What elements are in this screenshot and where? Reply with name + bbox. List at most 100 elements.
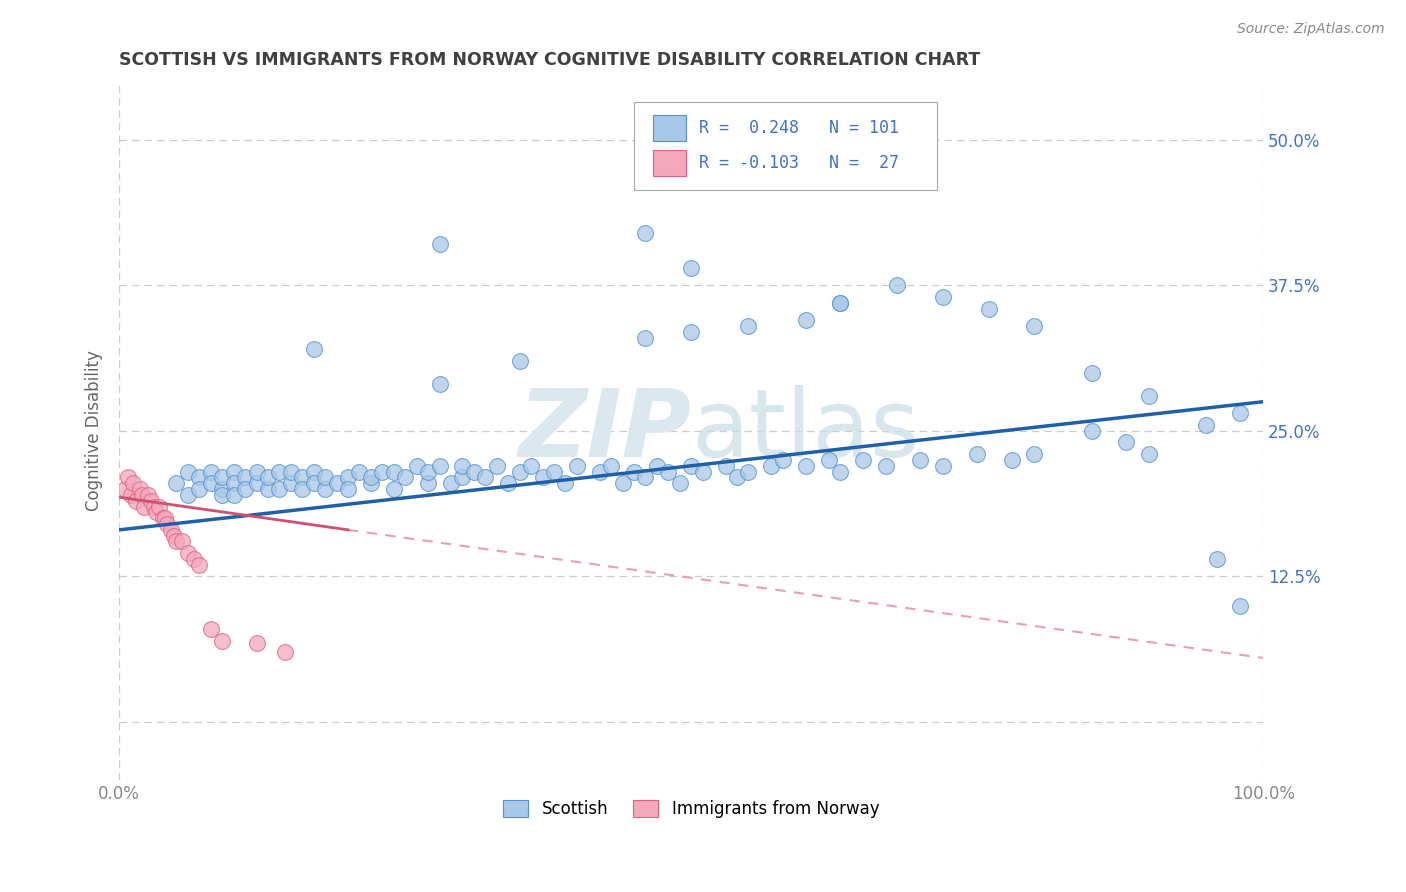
Point xyxy=(120,488,142,502)
Point xyxy=(737,318,759,333)
Bar xyxy=(654,115,686,142)
Point xyxy=(600,458,623,473)
Point xyxy=(177,465,200,479)
Point xyxy=(794,313,817,327)
Point xyxy=(451,470,474,484)
Point xyxy=(211,482,233,496)
Point xyxy=(474,470,496,484)
Point xyxy=(817,453,839,467)
Point xyxy=(211,470,233,484)
Point xyxy=(274,645,297,659)
Point xyxy=(485,458,508,473)
Point xyxy=(141,493,163,508)
Point xyxy=(634,331,657,345)
Point xyxy=(405,458,427,473)
Point xyxy=(977,301,1000,316)
Point xyxy=(681,325,703,339)
Point xyxy=(166,534,188,549)
Point xyxy=(125,493,148,508)
Point xyxy=(1024,318,1046,333)
Point xyxy=(612,476,634,491)
Point xyxy=(737,465,759,479)
Point xyxy=(172,534,194,549)
Point xyxy=(153,511,176,525)
Point xyxy=(634,226,657,240)
Point xyxy=(302,343,325,357)
Point xyxy=(681,260,703,275)
Text: Source: ZipAtlas.com: Source: ZipAtlas.com xyxy=(1237,22,1385,37)
Point xyxy=(188,470,211,484)
Point xyxy=(269,465,291,479)
Point xyxy=(222,488,245,502)
Point xyxy=(725,470,748,484)
Point xyxy=(692,465,714,479)
Point xyxy=(371,465,394,479)
Point xyxy=(148,500,170,514)
Point xyxy=(302,476,325,491)
Point xyxy=(531,470,554,484)
Point xyxy=(761,458,783,473)
Point xyxy=(429,237,451,252)
Point xyxy=(177,546,200,560)
Point xyxy=(554,476,576,491)
Legend: Scottish, Immigrants from Norway: Scottish, Immigrants from Norway xyxy=(496,793,886,824)
Point xyxy=(1229,599,1251,613)
Point xyxy=(128,482,150,496)
Point xyxy=(451,458,474,473)
Point xyxy=(681,458,703,473)
Point xyxy=(496,476,519,491)
Point xyxy=(509,354,531,368)
Point xyxy=(932,458,955,473)
Point xyxy=(200,622,222,636)
Point xyxy=(657,465,679,479)
Point xyxy=(589,465,612,479)
Point xyxy=(828,465,851,479)
Point xyxy=(794,458,817,473)
Point xyxy=(1195,417,1218,432)
Point xyxy=(200,476,222,491)
Point xyxy=(177,488,200,502)
Point xyxy=(360,476,382,491)
Point xyxy=(211,633,233,648)
Point xyxy=(233,470,256,484)
Point xyxy=(131,488,153,502)
Point xyxy=(1024,447,1046,461)
Point xyxy=(145,505,167,519)
Point xyxy=(520,458,543,473)
Point xyxy=(440,476,463,491)
Point xyxy=(418,476,440,491)
Point xyxy=(565,458,588,473)
Point xyxy=(908,453,931,467)
Point xyxy=(325,476,347,491)
Text: R = -0.103   N =  27: R = -0.103 N = 27 xyxy=(699,154,900,172)
Point xyxy=(828,295,851,310)
Point xyxy=(875,458,897,473)
Point xyxy=(257,470,280,484)
Text: ZIP: ZIP xyxy=(519,384,692,477)
Point xyxy=(623,465,645,479)
Point xyxy=(669,476,692,491)
Point xyxy=(166,476,188,491)
Point xyxy=(886,278,908,293)
Point xyxy=(429,458,451,473)
Point xyxy=(645,458,668,473)
Point xyxy=(200,465,222,479)
Point xyxy=(1229,406,1251,420)
Point xyxy=(222,476,245,491)
Point xyxy=(245,465,267,479)
Point xyxy=(257,482,280,496)
Point xyxy=(1137,447,1160,461)
Point xyxy=(302,465,325,479)
Y-axis label: Cognitive Disability: Cognitive Disability xyxy=(86,351,103,511)
Point xyxy=(429,377,451,392)
Text: R =  0.248   N = 101: R = 0.248 N = 101 xyxy=(699,120,900,137)
Point xyxy=(543,465,565,479)
Point xyxy=(280,465,302,479)
Point xyxy=(932,290,955,304)
Point xyxy=(136,488,159,502)
Point xyxy=(134,500,156,514)
Point xyxy=(1000,453,1022,467)
Point xyxy=(1080,366,1102,380)
Point xyxy=(156,516,179,531)
Point xyxy=(142,500,165,514)
